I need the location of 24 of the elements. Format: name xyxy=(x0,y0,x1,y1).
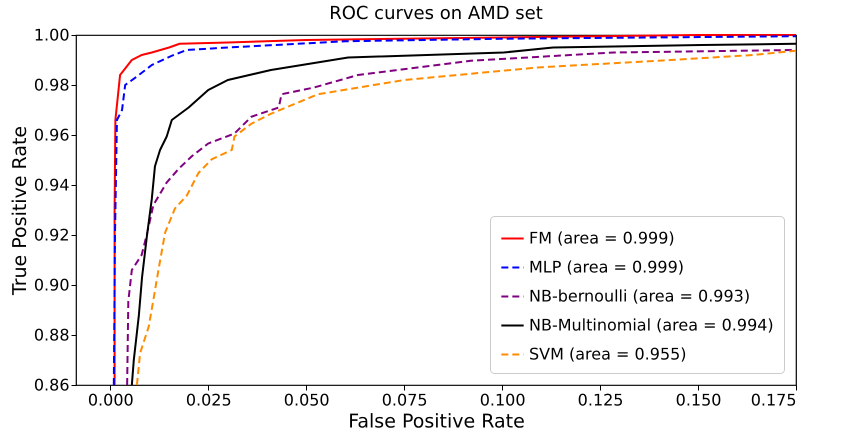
x-tick-label: 0.025 xyxy=(186,390,232,410)
y-tick-label: 0.88 xyxy=(34,326,70,344)
y-tick-label: 0.94 xyxy=(34,176,70,194)
y-tick-label: 0.92 xyxy=(34,226,70,244)
legend-label: SVM (area = 0.955) xyxy=(529,344,687,364)
x-tick-label: 0.175 xyxy=(750,390,796,410)
x-tick-label: 0.000 xyxy=(88,390,134,410)
x-axis-title: False Positive Rate xyxy=(348,410,525,432)
x-tick-label: 0.100 xyxy=(480,390,526,410)
y-tick-label: 0.98 xyxy=(34,76,70,94)
x-tick-label: 0.150 xyxy=(676,390,722,410)
y-tick-label: 0.96 xyxy=(34,126,70,144)
y-tick-label: 1.00 xyxy=(34,26,70,44)
x-tick-label: 0.125 xyxy=(578,390,624,410)
y-tick-label: 0.90 xyxy=(34,276,70,294)
y-tick-label: 0.86 xyxy=(34,376,70,394)
legend-label: MLP (area = 0.999) xyxy=(529,258,684,276)
chart-title: ROC curves on AMD set xyxy=(329,3,543,24)
legend-label: NB-bernoulli (area = 0.993) xyxy=(529,286,750,306)
x-tick-label: 0.075 xyxy=(382,390,428,410)
y-axis-title: True Positive Rate xyxy=(8,126,31,296)
legend-label: FM (area = 0.999) xyxy=(529,228,675,248)
legend-label: NB-Multinomial (area = 0.994) xyxy=(529,316,774,334)
x-tick-label: 0.050 xyxy=(284,390,330,410)
